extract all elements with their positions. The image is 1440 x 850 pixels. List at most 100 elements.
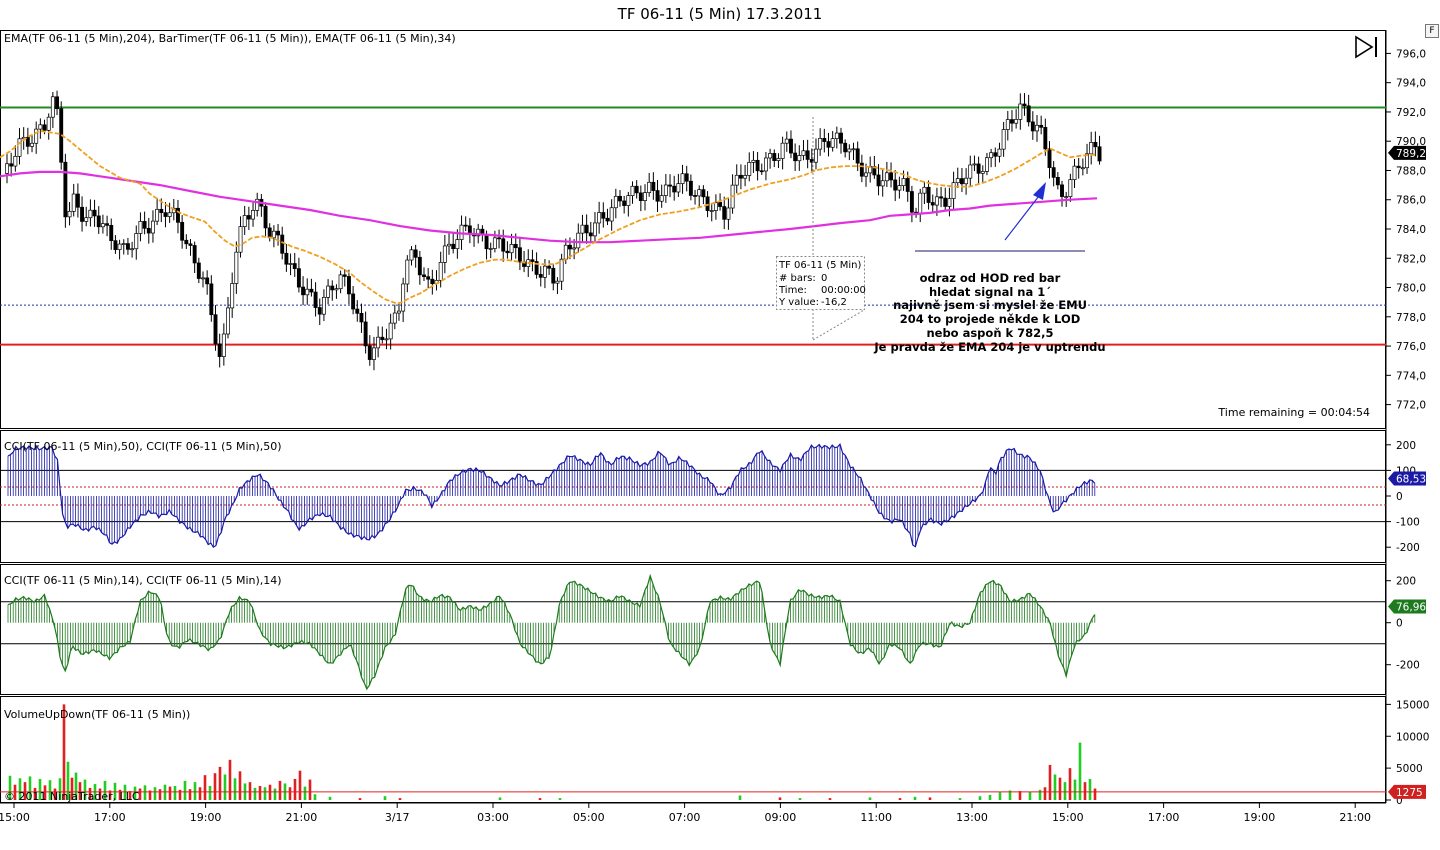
- candle-body: [1018, 103, 1023, 120]
- indicator-y-tick-label: -200: [1396, 542, 1420, 554]
- annotation-line: odraz od HOD red bar: [920, 271, 1061, 285]
- candle-body: [538, 274, 543, 278]
- candle-body: [9, 163, 14, 167]
- candle-body: [897, 185, 902, 191]
- candle-body: [5, 163, 9, 174]
- candle-body: [738, 174, 743, 179]
- candle-body: [397, 310, 401, 314]
- candle-body: [814, 148, 818, 163]
- volume-bar: [898, 798, 902, 800]
- x-tick-label: 07:00: [669, 811, 701, 824]
- candle-body: [822, 138, 827, 142]
- candle-body: [305, 288, 310, 296]
- volume-bar: [66, 761, 70, 800]
- float-button[interactable]: F: [1425, 24, 1439, 38]
- volume-bar: [188, 789, 192, 800]
- volume-bar: [223, 774, 227, 800]
- volume-bar: [828, 798, 832, 800]
- tooltip-value: -16,2: [821, 297, 847, 308]
- volume-bar: [108, 790, 112, 800]
- candle-body: [1010, 119, 1014, 124]
- candle-body: [209, 283, 214, 316]
- volume-bar: [928, 797, 932, 800]
- candle-body: [593, 222, 597, 237]
- volume-bar: [38, 778, 42, 800]
- candle-body: [63, 161, 68, 218]
- candle-body: [388, 322, 393, 340]
- volume-bar: [288, 787, 292, 800]
- candle-body: [463, 224, 468, 227]
- candle-body: [555, 280, 560, 284]
- candle-body: [997, 148, 1002, 157]
- volume-bar: [498, 797, 502, 800]
- play-pause-icon[interactable]: [1355, 35, 1377, 59]
- volume-bar: [1008, 790, 1012, 800]
- candle-body: [517, 247, 522, 263]
- candle-body: [705, 196, 710, 211]
- volume-bar: [228, 759, 232, 800]
- candle-body: [401, 283, 406, 312]
- tooltip-key: Y value:: [778, 297, 819, 308]
- volume-bar: [83, 779, 87, 800]
- price-panel-label: EMA(TF 06-11 (5 Min),204), BarTimer(TF 0…: [4, 32, 456, 45]
- candle-body: [330, 285, 335, 291]
- x-tick-label: 17:00: [1148, 811, 1180, 824]
- candle-body: [267, 227, 272, 239]
- candle-body: [713, 202, 718, 211]
- volume-bar: [1038, 789, 1042, 800]
- volume-y-tick-label: 5000: [1396, 763, 1423, 775]
- candle-body: [534, 261, 539, 275]
- price-panel: [0, 30, 1386, 429]
- candle-body: [313, 291, 318, 308]
- candle-body: [426, 276, 431, 280]
- price-y-tick-label: 794,0: [1396, 78, 1426, 90]
- candle-body: [422, 274, 426, 278]
- candle-body: [288, 263, 293, 265]
- candle-body: [755, 159, 760, 172]
- candle-body: [1051, 167, 1056, 178]
- candle-body: [263, 205, 268, 229]
- candle-body: [663, 184, 668, 196]
- candle-body: [567, 244, 572, 250]
- candle-body: [138, 221, 143, 234]
- candle-body: [618, 195, 622, 202]
- candle-body: [843, 142, 848, 153]
- candle-body: [230, 283, 235, 309]
- volume-bar: [273, 788, 277, 800]
- candle-body: [363, 321, 368, 347]
- axis-layer: 772,0 774,0 776,0 778,0 780,0 782,0 784,0 786,0…: [0, 48, 1429, 824]
- x-tick-label: 15:00: [0, 811, 30, 824]
- candle-body: [672, 185, 677, 193]
- indicator-y-tick-label: 0: [1396, 618, 1403, 630]
- candle-body: [413, 249, 418, 258]
- x-tick-label: 05:00: [573, 811, 605, 824]
- candle-body: [217, 343, 222, 357]
- candle-body: [830, 138, 835, 148]
- volume-bar: [988, 794, 992, 800]
- x-tick-label: 13:00: [956, 811, 988, 824]
- candle-body: [42, 124, 47, 131]
- volume-bar: [62, 704, 66, 800]
- candle-body: [513, 244, 518, 249]
- volume-bar: [78, 782, 82, 800]
- candle-body: [501, 238, 506, 252]
- volume-bar: [1058, 777, 1062, 800]
- cci50-panel-label: CCI(TF 06-11 (5 Min),50), CCI(TF 06-11 (…: [4, 440, 282, 453]
- volume-bar: [143, 785, 147, 800]
- candle-body: [726, 207, 731, 220]
- candle-body: [271, 230, 276, 239]
- candle-body: [609, 207, 614, 222]
- candle-body: [155, 208, 160, 222]
- candle-body: [276, 230, 281, 236]
- candle-body: [188, 243, 193, 246]
- candle-body: [943, 197, 948, 207]
- copyright-label: © 2011 NinjaTrader, LLC: [4, 790, 140, 803]
- volume-bar: [103, 780, 107, 800]
- volume-bar: [138, 788, 142, 800]
- candle-body: [296, 268, 301, 288]
- volume-bar: [738, 795, 742, 800]
- volume-value-badge: 1275: [1388, 784, 1426, 799]
- candle-body: [121, 243, 126, 245]
- candle-body: [355, 308, 360, 314]
